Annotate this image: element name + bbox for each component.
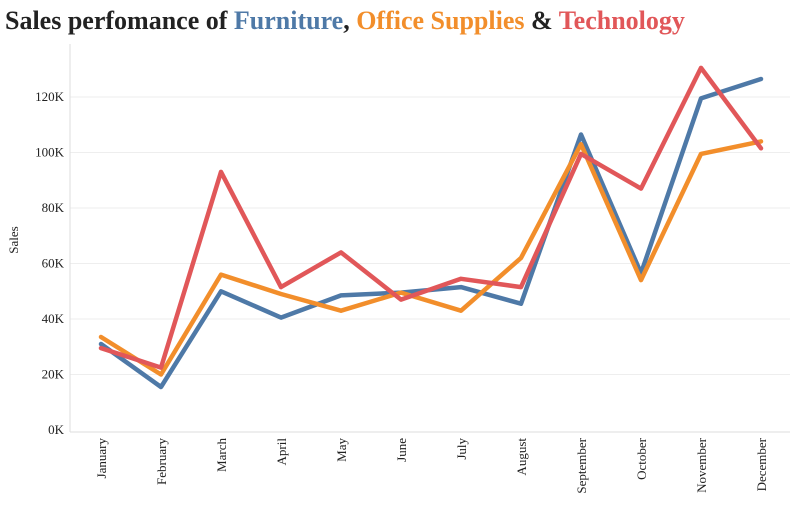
y-axis-title: Sales — [6, 226, 21, 253]
x-tick-label: March — [214, 438, 229, 472]
gridlines — [70, 96, 790, 375]
y-tick-label: 60K — [42, 256, 65, 271]
y-tick-label: 120K — [35, 89, 65, 104]
series-line-technology — [98, 65, 764, 370]
x-tick-label: August — [514, 438, 529, 476]
axes — [69, 44, 790, 433]
y-tick-label: 20K — [42, 367, 65, 382]
x-tick-label: January — [94, 438, 109, 479]
x-tick-label: November — [694, 437, 709, 493]
x-tick-label: April — [274, 438, 289, 466]
series-lines — [98, 65, 764, 390]
title-separator-2: & — [524, 6, 559, 35]
title-technology: Technology — [558, 6, 685, 35]
y-tick-label: 40K — [42, 311, 65, 326]
x-tick-label: February — [154, 438, 169, 485]
series-line-office-supplies — [98, 139, 764, 377]
y-tick-label: 0K — [48, 422, 65, 437]
x-tick-label: July — [454, 438, 469, 460]
tick-labels: 0K 20K 40K 60K 80K 100K 120K January February Mar… — [35, 89, 769, 494]
title-prefix: Sales perfomance of — [5, 6, 234, 35]
x-tick-label: December — [754, 437, 769, 491]
title-separator-1: , — [343, 6, 357, 35]
x-tick-label: September — [574, 437, 589, 493]
x-tick-label: May — [334, 438, 349, 462]
title-furniture: Furniture — [233, 6, 344, 35]
title-office-supplies: Office Supplies — [356, 6, 525, 35]
x-tick-label: June — [394, 438, 409, 462]
y-tick-label: 80K — [42, 200, 65, 215]
x-tick-label: October — [634, 437, 649, 480]
chart-title: Sales perfomance of Furniture, Office Su… — [5, 4, 685, 38]
y-tick-label: 100K — [35, 145, 65, 160]
